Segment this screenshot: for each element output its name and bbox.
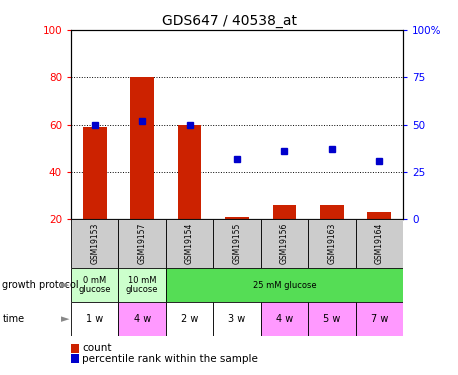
Text: 1 w: 1 w (86, 314, 104, 324)
Text: GSM19164: GSM19164 (375, 223, 384, 264)
FancyBboxPatch shape (71, 302, 119, 336)
FancyBboxPatch shape (355, 219, 403, 268)
Text: GSM19154: GSM19154 (185, 223, 194, 264)
Text: GSM19155: GSM19155 (233, 223, 241, 264)
FancyBboxPatch shape (261, 302, 308, 336)
FancyBboxPatch shape (166, 302, 213, 336)
Text: time: time (2, 314, 24, 324)
Text: GSM19163: GSM19163 (327, 223, 336, 264)
FancyBboxPatch shape (355, 302, 403, 336)
Text: growth protocol: growth protocol (2, 280, 79, 290)
Bar (178, 124, 202, 219)
FancyBboxPatch shape (213, 302, 261, 336)
FancyBboxPatch shape (308, 219, 355, 268)
FancyBboxPatch shape (119, 268, 166, 302)
Text: 3 w: 3 w (229, 314, 245, 324)
FancyBboxPatch shape (213, 219, 261, 268)
FancyBboxPatch shape (166, 268, 403, 302)
Bar (225, 217, 249, 219)
Text: percentile rank within the sample: percentile rank within the sample (82, 354, 258, 363)
Text: 2 w: 2 w (181, 314, 198, 324)
Text: 25 mM glucose: 25 mM glucose (253, 280, 316, 290)
Text: ►: ► (61, 280, 70, 290)
Text: ►: ► (61, 314, 70, 324)
FancyBboxPatch shape (166, 219, 213, 268)
FancyBboxPatch shape (119, 219, 166, 268)
Bar (83, 127, 107, 219)
FancyBboxPatch shape (71, 268, 119, 302)
Text: 7 w: 7 w (371, 314, 388, 324)
FancyBboxPatch shape (261, 219, 308, 268)
Text: 5 w: 5 w (323, 314, 341, 324)
Bar (367, 212, 391, 219)
Bar (273, 205, 296, 219)
Text: GSM19157: GSM19157 (138, 223, 147, 264)
FancyBboxPatch shape (308, 302, 355, 336)
Bar (130, 77, 154, 219)
Text: GSM19156: GSM19156 (280, 223, 289, 264)
FancyBboxPatch shape (119, 302, 166, 336)
Text: GSM19153: GSM19153 (90, 223, 99, 264)
Text: 10 mM
glucose: 10 mM glucose (126, 276, 158, 294)
FancyBboxPatch shape (71, 219, 119, 268)
Text: GDS647 / 40538_at: GDS647 / 40538_at (162, 14, 296, 28)
Bar (320, 205, 344, 219)
Text: 0 mM
glucose: 0 mM glucose (78, 276, 111, 294)
Text: 4 w: 4 w (276, 314, 293, 324)
Text: count: count (82, 344, 112, 353)
Text: 4 w: 4 w (134, 314, 151, 324)
